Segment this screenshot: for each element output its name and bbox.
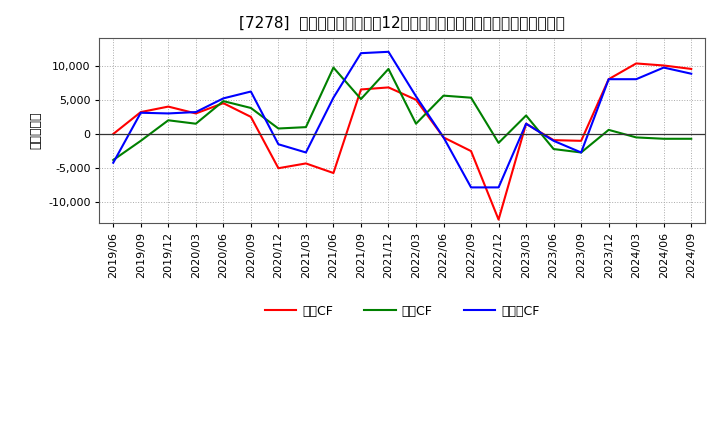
投資CF xyxy=(356,96,365,102)
投資CF xyxy=(604,127,613,132)
営業CF xyxy=(356,87,365,92)
投資CF xyxy=(549,147,558,152)
フリーCF xyxy=(246,89,255,94)
投資CF xyxy=(219,99,228,104)
営業CF xyxy=(687,66,696,72)
フリーCF xyxy=(219,96,228,101)
フリーCF xyxy=(412,94,420,99)
フリーCF xyxy=(109,160,117,165)
投資CF xyxy=(632,135,641,140)
投資CF xyxy=(302,125,310,130)
フリーCF xyxy=(329,95,338,100)
投資CF xyxy=(660,136,668,141)
フリーCF xyxy=(274,142,283,147)
Y-axis label: （百万円）: （百万円） xyxy=(30,112,42,149)
投資CF xyxy=(137,138,145,143)
営業CF xyxy=(219,100,228,106)
Line: 投資CF: 投資CF xyxy=(113,68,691,160)
営業CF xyxy=(412,97,420,103)
営業CF xyxy=(549,138,558,143)
営業CF xyxy=(164,104,173,109)
営業CF xyxy=(439,135,448,140)
投資CF xyxy=(164,117,173,123)
投資CF xyxy=(246,105,255,110)
営業CF xyxy=(467,148,475,154)
フリーCF xyxy=(439,135,448,140)
投資CF xyxy=(522,113,531,118)
フリーCF xyxy=(687,71,696,77)
営業CF xyxy=(109,132,117,137)
営業CF xyxy=(384,85,393,90)
フリーCF xyxy=(604,77,613,82)
フリーCF xyxy=(164,111,173,116)
営業CF xyxy=(632,61,641,66)
投資CF xyxy=(467,95,475,100)
フリーCF xyxy=(660,65,668,70)
営業CF xyxy=(274,165,283,171)
フリーCF xyxy=(137,110,145,115)
営業CF xyxy=(660,63,668,68)
投資CF xyxy=(494,140,503,146)
営業CF xyxy=(522,121,531,126)
フリーCF xyxy=(494,185,503,190)
投資CF xyxy=(412,121,420,126)
営業CF xyxy=(302,161,310,166)
フリーCF xyxy=(577,150,585,155)
Legend: 営業CF, 投資CF, フリーCF: 営業CF, 投資CF, フリーCF xyxy=(260,300,545,323)
営業CF xyxy=(577,138,585,143)
Title: [7278]  キャッシュフローの12か月移動合計の対前年同期増減額の推移: [7278] キャッシュフローの12か月移動合計の対前年同期増減額の推移 xyxy=(239,15,565,30)
投資CF xyxy=(329,65,338,70)
営業CF xyxy=(192,111,200,116)
投資CF xyxy=(687,136,696,141)
フリーCF xyxy=(522,121,531,126)
投資CF xyxy=(384,66,393,72)
フリーCF xyxy=(192,110,200,115)
Line: 営業CF: 営業CF xyxy=(113,63,691,220)
フリーCF xyxy=(302,150,310,155)
投資CF xyxy=(439,93,448,98)
営業CF xyxy=(494,217,503,222)
営業CF xyxy=(137,110,145,115)
投資CF xyxy=(192,121,200,126)
投資CF xyxy=(577,150,585,155)
Line: フリーCF: フリーCF xyxy=(113,52,691,187)
フリーCF xyxy=(549,138,558,143)
フリーCF xyxy=(384,49,393,55)
営業CF xyxy=(604,77,613,82)
営業CF xyxy=(329,170,338,176)
投資CF xyxy=(274,126,283,131)
フリーCF xyxy=(632,77,641,82)
営業CF xyxy=(246,114,255,120)
フリーCF xyxy=(356,51,365,56)
投資CF xyxy=(109,158,117,163)
フリーCF xyxy=(467,185,475,190)
